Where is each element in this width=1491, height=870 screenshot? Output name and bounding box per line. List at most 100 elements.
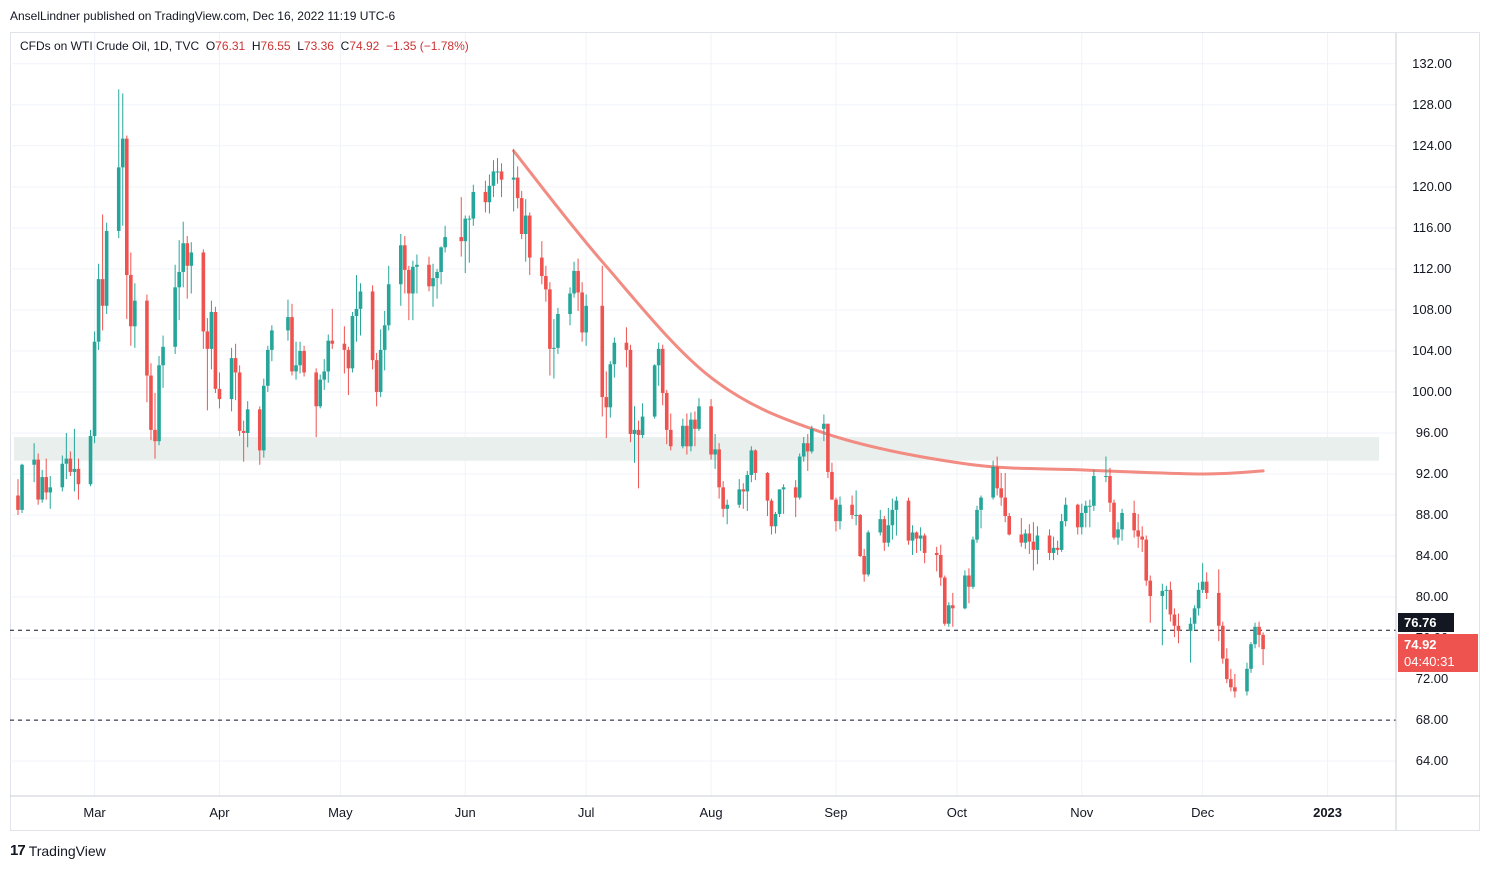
change-value: −1.35 (−1.78%) [386, 39, 469, 53]
y-tick-label: 108.00 [1412, 302, 1452, 317]
candle [20, 463, 24, 513]
candle-body [491, 171, 496, 186]
support-zone [14, 437, 1379, 461]
candle [302, 345, 306, 377]
candle-body [229, 358, 234, 400]
candle [294, 341, 298, 380]
candle [459, 197, 464, 257]
candle [801, 437, 806, 462]
candle-body [145, 300, 149, 376]
candle [890, 498, 895, 540]
candle-body [181, 243, 186, 272]
candle-body [483, 191, 488, 203]
candle [378, 329, 383, 398]
candle [830, 462, 834, 500]
x-tick-label: Oct [947, 805, 968, 820]
candle-body [544, 276, 548, 290]
candle [773, 511, 778, 534]
candle [1116, 522, 1120, 545]
candle-body [435, 271, 439, 279]
candle-body [741, 489, 746, 492]
candle-body [769, 500, 774, 527]
candle [270, 325, 274, 362]
candle-body [1160, 590, 1165, 597]
candle-body [1140, 536, 1145, 540]
support-zone-layer [14, 437, 1379, 461]
candle [737, 479, 742, 508]
candle [48, 476, 53, 509]
candle [1075, 503, 1080, 535]
candle [403, 236, 407, 294]
candle-body [1168, 589, 1173, 615]
candle-body [721, 487, 725, 509]
candle [1059, 513, 1064, 552]
candle-body [1027, 533, 1032, 542]
candle [370, 285, 375, 370]
candle [1148, 575, 1153, 623]
candle-body [632, 429, 637, 434]
candle [769, 498, 774, 535]
candle [910, 525, 915, 555]
candle-body [713, 449, 717, 455]
candle [382, 310, 387, 371]
candle-body [1249, 644, 1253, 669]
candle [628, 344, 633, 443]
candle [116, 89, 121, 239]
candle [914, 531, 919, 553]
candle [350, 311, 355, 373]
candle-body [656, 348, 661, 366]
candle-body [100, 279, 105, 306]
candle-body [185, 243, 190, 266]
candle-body [20, 464, 24, 510]
candle [463, 215, 468, 273]
candle-body [1051, 547, 1056, 553]
candle-body [636, 429, 641, 436]
candle-body [866, 532, 871, 575]
y-tick-label: 84.00 [1416, 548, 1449, 563]
y-tick-label: 124.00 [1412, 138, 1452, 153]
candle-body [576, 270, 580, 293]
candle [741, 483, 746, 509]
candle-body [515, 177, 520, 199]
rounded-top-curve [512, 149, 1265, 476]
candle-body [189, 252, 194, 266]
x-tick-label: Apr [209, 805, 230, 820]
tradingview-logo-icon: 17 [10, 842, 26, 859]
candle [483, 180, 488, 213]
candle-body [1083, 505, 1088, 513]
candle-body [1261, 634, 1265, 650]
x-tick-label: Jul [578, 805, 595, 820]
candle [862, 548, 866, 582]
candle-body [995, 466, 999, 489]
candle-body [1204, 581, 1209, 593]
high-label: H [251, 39, 261, 53]
candle [781, 484, 786, 514]
candle [951, 592, 955, 627]
candle-body [261, 385, 266, 451]
candle-body [439, 247, 443, 272]
candle [681, 418, 685, 449]
candle-body [604, 397, 609, 408]
candle-body [580, 292, 584, 333]
candle-body [640, 416, 645, 436]
candle-body [467, 218, 472, 220]
candle [519, 190, 524, 240]
candle-body [1225, 658, 1229, 680]
candle-body [967, 575, 971, 587]
candle-body [1144, 539, 1149, 581]
candle [342, 326, 347, 374]
candle-body [173, 287, 177, 347]
candle-body [519, 198, 524, 235]
candle [693, 411, 697, 447]
candle [660, 344, 665, 406]
candle [975, 505, 979, 543]
high-value: 76.55 [260, 39, 291, 53]
candle-body [1059, 521, 1064, 550]
candle [745, 470, 750, 511]
candle [495, 158, 500, 184]
tradingview-brand[interactable]: 17 TradingView [10, 842, 106, 859]
candle [439, 246, 443, 285]
candle [1176, 613, 1181, 644]
candle-body [906, 500, 911, 541]
